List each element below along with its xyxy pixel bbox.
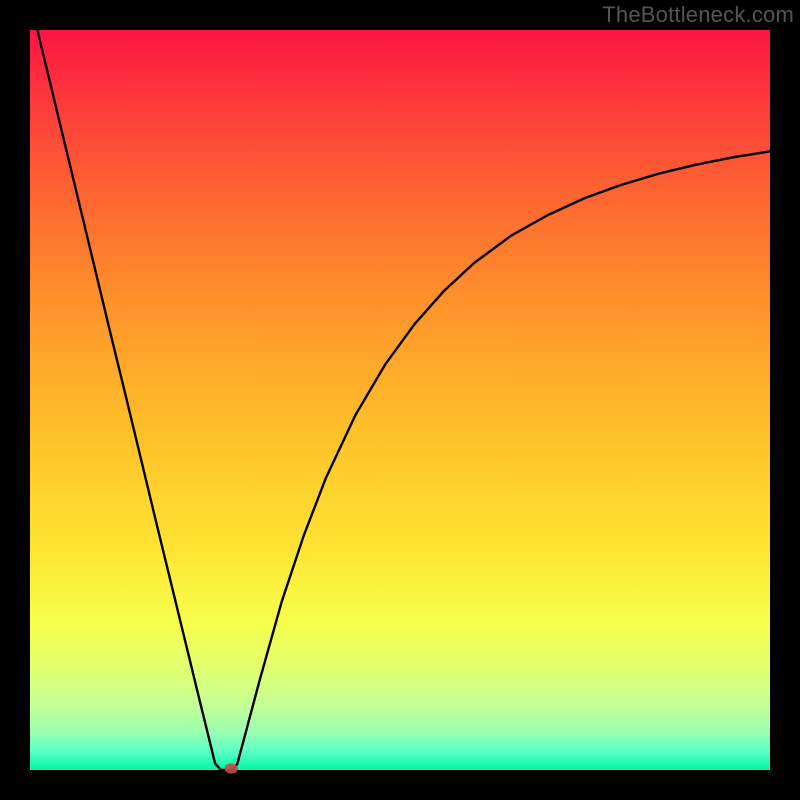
chart-container: TheBottleneck.com: [0, 0, 800, 800]
plot-area: [30, 30, 770, 770]
watermark-text: TheBottleneck.com: [602, 2, 794, 28]
optimal-point-marker: [225, 763, 238, 773]
bottleneck-chart: [0, 0, 800, 800]
